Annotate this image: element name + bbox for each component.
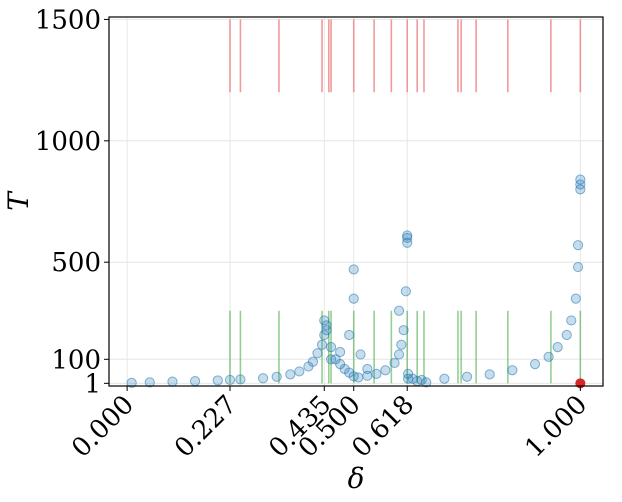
y-tick-label: 1 xyxy=(84,369,101,399)
data-point xyxy=(561,329,572,341)
data-point xyxy=(325,342,337,353)
vertical-markers xyxy=(229,19,582,384)
data-point xyxy=(355,349,366,360)
x-tick-label: 1.000 xyxy=(519,390,593,464)
data-point xyxy=(412,376,423,387)
data-point xyxy=(348,264,359,275)
data-point xyxy=(572,240,584,251)
data-point xyxy=(461,371,473,382)
data-point xyxy=(235,374,246,385)
y-tick-label: 100 xyxy=(51,345,101,375)
data-point xyxy=(294,366,305,377)
y-tick-label: 1500 xyxy=(35,5,101,35)
data-point xyxy=(421,377,432,388)
x-tick-label: 0.227 xyxy=(169,390,243,464)
data-point xyxy=(552,342,563,353)
data-point xyxy=(403,373,414,384)
data-point xyxy=(402,230,413,241)
data-point xyxy=(380,365,391,376)
x-tick-label: 0.618 xyxy=(346,390,420,464)
data-point xyxy=(575,174,586,185)
data-point xyxy=(398,325,409,336)
data-point xyxy=(402,232,413,244)
data-point xyxy=(144,377,155,388)
data-point xyxy=(335,346,346,358)
data-point xyxy=(529,359,541,370)
data-point xyxy=(319,315,330,326)
data-point xyxy=(371,368,382,379)
data-point xyxy=(400,286,411,297)
data-point xyxy=(319,329,330,341)
y-axis-label: T xyxy=(2,190,35,211)
data-point xyxy=(393,349,405,360)
data-point xyxy=(271,371,282,382)
x-axis-label: δ xyxy=(348,462,365,495)
data-point xyxy=(484,369,495,380)
data-point xyxy=(316,339,328,350)
y-tick-label: 1000 xyxy=(35,127,101,157)
data-point xyxy=(362,363,373,375)
data-point xyxy=(344,329,355,341)
grid xyxy=(109,17,603,386)
data-point xyxy=(570,293,581,304)
data-point xyxy=(575,184,586,195)
data-point xyxy=(389,357,400,369)
data-point xyxy=(257,373,269,384)
data-point xyxy=(307,356,319,367)
data-point xyxy=(312,348,323,359)
data-point xyxy=(353,372,364,383)
data-point xyxy=(348,293,359,304)
data-point xyxy=(572,261,584,273)
data-point xyxy=(543,351,554,362)
data-point xyxy=(439,373,450,384)
data-point xyxy=(566,315,577,326)
data-point xyxy=(167,376,178,387)
data-point xyxy=(321,325,332,336)
data-point xyxy=(224,374,236,386)
plot-frame xyxy=(108,16,604,387)
x-tick-label: 0.000 xyxy=(66,390,140,464)
data-point xyxy=(212,375,223,386)
data-point xyxy=(285,369,296,380)
data-point xyxy=(507,365,518,376)
data-point xyxy=(393,305,405,316)
y-tick-label: 500 xyxy=(51,248,101,278)
data-points xyxy=(126,174,586,389)
data-point xyxy=(126,377,137,388)
data-point xyxy=(190,376,201,387)
data-point xyxy=(396,339,407,350)
data-point xyxy=(325,354,337,365)
